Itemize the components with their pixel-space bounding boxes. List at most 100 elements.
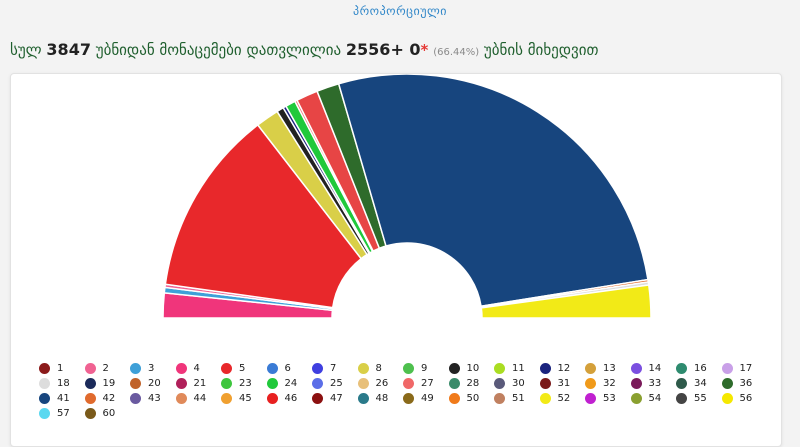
legend-item-7[interactable]: 7 [312, 361, 336, 375]
half-donut-chart [162, 74, 652, 319]
legend-dot-icon [39, 377, 50, 389]
legend-item-57[interactable]: 57 [39, 406, 70, 420]
legend-label: 7 [330, 362, 337, 374]
legend-item-10[interactable]: 10 [448, 361, 480, 375]
legend-label: 27 [421, 377, 434, 389]
legend-item-26[interactable]: 26 [357, 376, 388, 390]
legend-item-52[interactable]: 52 [539, 391, 570, 405]
legend-item-19[interactable]: 19 [84, 376, 115, 390]
legend-item-36[interactable]: 36 [721, 376, 752, 390]
legend-label: 31 [557, 377, 571, 389]
legend-item-53[interactable]: 53 [585, 391, 616, 405]
legend-item-16[interactable]: 16 [676, 361, 707, 375]
legend-item-6[interactable]: 6 [266, 361, 291, 375]
legend-label: 53 [603, 392, 616, 404]
legend-label: 23 [239, 377, 252, 389]
legend-label: 12 [557, 362, 571, 374]
legend-dot-icon [630, 392, 642, 404]
legend-item-47[interactable]: 47 [312, 391, 343, 405]
legend-item-14[interactable]: 14 [630, 361, 662, 375]
legend-item-44[interactable]: 44 [175, 391, 207, 405]
summary-mid-text: უბნიდან მონაცემები დათვლილია [95, 41, 342, 59]
legend-item-41[interactable]: 41 [39, 391, 70, 405]
legend-item-17[interactable]: 17 [721, 361, 753, 375]
legend-item-20[interactable]: 20 [130, 376, 161, 390]
legend-dot-icon [676, 362, 687, 374]
legend-item-54[interactable]: 54 [630, 391, 661, 405]
legend-label: 33 [648, 377, 662, 389]
legend-label: 17 [739, 362, 753, 374]
legend-dot-icon [676, 392, 687, 404]
legend-item-13[interactable]: 13 [585, 361, 616, 375]
legend-label: 2 [102, 362, 109, 374]
legend-item-28[interactable]: 28 [448, 376, 479, 390]
legend-dot-icon [221, 377, 232, 389]
legend-dot-icon [266, 377, 278, 389]
legend-label: 44 [193, 392, 207, 404]
legend-dot-icon [39, 362, 50, 374]
legend-item-33[interactable]: 33 [630, 376, 662, 390]
legend-item-30[interactable]: 30 [494, 376, 525, 390]
slice-52[interactable] [480, 284, 652, 319]
legend-dot-icon [403, 362, 414, 374]
legend-item-2[interactable]: 2 [84, 361, 109, 375]
legend-item-25[interactable]: 25 [312, 376, 343, 390]
legend-item-42[interactable]: 42 [84, 391, 115, 405]
legend-item-34[interactable]: 34 [676, 376, 707, 390]
legend-label: 32 [603, 377, 616, 389]
legend-label: 49 [421, 392, 434, 404]
legend-item-4[interactable]: 4 [175, 361, 200, 375]
legend-dot-icon [84, 407, 96, 419]
legend-label: 56 [739, 392, 753, 404]
legend-item-31[interactable]: 31 [539, 376, 571, 390]
legend-item-21[interactable]: 21 [175, 376, 206, 390]
legend-item-43[interactable]: 43 [130, 391, 161, 405]
legend-item-12[interactable]: 12 [539, 361, 571, 375]
counted-percent: (66.44%) [433, 47, 480, 58]
summary-suffix: უბნის მიხედვით [483, 41, 599, 59]
legend-dot-icon [175, 377, 187, 389]
tab-proportional[interactable]: პროპორციული [353, 4, 447, 18]
legend-dot-icon [585, 392, 596, 404]
legend-item-51[interactable]: 51 [494, 391, 525, 405]
legend-item-27[interactable]: 27 [403, 376, 434, 390]
plus-count: + 0 [390, 40, 421, 59]
legend-item-8[interactable]: 8 [357, 361, 382, 375]
legend-label: 5 [239, 362, 246, 374]
legend-item-50[interactable]: 50 [448, 391, 480, 405]
legend-dot-icon [676, 377, 687, 389]
legend-item-60[interactable]: 60 [84, 406, 115, 420]
legend-label: 50 [466, 392, 480, 404]
legend-item-11[interactable]: 11 [494, 361, 525, 375]
chart-panel: 1 2 3 4 5 6 7 8 9 10 11 12 13 14 16 17 18 19 20 21 23 24 25 26 2… [10, 73, 782, 447]
legend-item-23[interactable]: 23 [221, 376, 252, 390]
legend-item-3[interactable]: 3 [130, 361, 154, 375]
legend-dot-icon [84, 392, 96, 404]
legend-item-32[interactable]: 32 [585, 376, 616, 390]
legend-label: 48 [375, 392, 389, 404]
legend-label: 18 [57, 377, 70, 389]
legend-dot-icon [539, 377, 551, 389]
legend-label: 3 [148, 362, 155, 374]
legend-item-5[interactable]: 5 [221, 361, 245, 375]
legend-label: 10 [466, 362, 480, 374]
legend-item-48[interactable]: 48 [357, 391, 389, 405]
legend-dot-icon [130, 377, 141, 389]
legend-dot-icon [585, 377, 596, 389]
legend-item-9[interactable]: 9 [403, 361, 427, 375]
slice-5[interactable] [164, 123, 363, 309]
legend-dot-icon [39, 392, 50, 404]
legend-item-56[interactable]: 56 [721, 391, 753, 405]
legend-item-46[interactable]: 46 [266, 391, 297, 405]
legend-item-18[interactable]: 18 [39, 376, 70, 390]
legend-item-55[interactable]: 55 [676, 391, 707, 405]
legend-item-1[interactable]: 1 [39, 361, 63, 375]
legend-item-45[interactable]: 45 [221, 391, 252, 405]
legend-label: 30 [512, 377, 525, 389]
slice-41[interactable] [337, 74, 649, 308]
legend-dot-icon [494, 377, 505, 389]
legend-dot-icon [312, 392, 323, 404]
legend-item-49[interactable]: 49 [403, 391, 434, 405]
legend-label: 14 [648, 362, 662, 374]
legend-item-24[interactable]: 24 [266, 376, 297, 390]
